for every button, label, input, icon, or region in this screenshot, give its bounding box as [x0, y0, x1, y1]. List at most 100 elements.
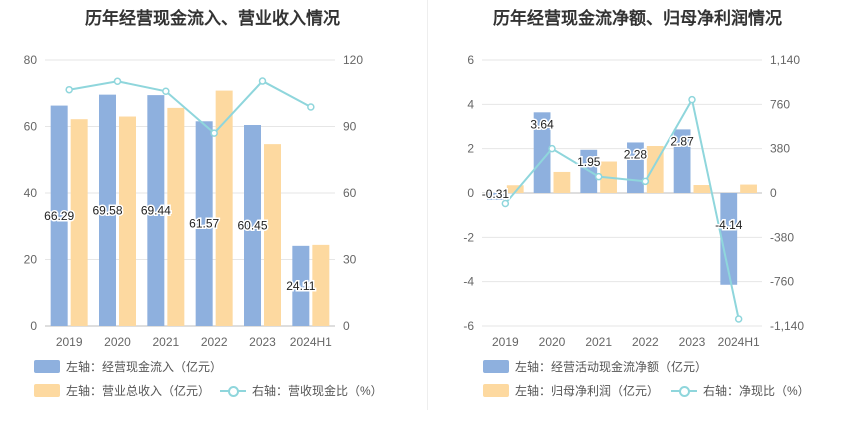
data-label: 2.87 [670, 134, 694, 148]
chart-panel-left: 历年经营现金流入、营业收入情况 0 20 40 60 80 0 30 60 90 120 2019 2… [24, 9, 383, 399]
x-tick-label: 2022 [632, 335, 659, 349]
data-label: 2.28 [624, 147, 648, 161]
legend-label: 左轴：经营现金流入（亿元） [66, 360, 223, 374]
line-point [548, 144, 556, 153]
line-point [594, 172, 603, 181]
y-left-tick-label: 4 [467, 97, 474, 111]
bar-series-1 [50, 105, 68, 326]
legend-item-3[interactable]: 右轴：营收现金比（%） [220, 382, 383, 399]
line-series [68, 79, 312, 135]
bar-series-2 [119, 116, 136, 327]
y-left-tick-label: 0 [467, 186, 474, 200]
chart-panel-right: 历年经营现金流净额、归母净利润情况 -6 -4 -2 0 2 4 6 -1,140 -760 -3… [425, 0, 850, 437]
y-right-tick-label: 0 [343, 319, 350, 333]
y-right-tick-label: 90 [343, 120, 357, 134]
data-label: 3.64 [530, 117, 554, 131]
bar-series-1 [147, 95, 165, 326]
bar-series-1 [720, 193, 738, 285]
bar-series-1 [244, 125, 261, 326]
legend-item-2[interactable]: 左轴：归母净利润（亿元） [483, 382, 659, 399]
y-right-tick-label: 760 [770, 97, 790, 111]
x-tick-label: 2020 [539, 335, 566, 349]
y-left-tick-label: 20 [24, 253, 38, 267]
x-tick-label: 2021 [152, 335, 179, 349]
x-tick-label: 2021 [585, 335, 612, 349]
data-label: 24.11 [286, 279, 315, 293]
x-tick-label: 2019 [492, 335, 519, 349]
legend-item-3[interactable]: 右轴：净现比（%） [671, 382, 810, 399]
chart-plot-area: 0 20 40 60 80 0 30 60 90 120 2019 2020 2021 2022 2023 2… [24, 53, 364, 349]
bar-series-1 [195, 121, 213, 326]
data-label: 60.45 [237, 219, 267, 233]
legend-swatch-icon [34, 360, 60, 373]
panel-divider [427, 0, 428, 410]
data-label: -4.14 [715, 218, 743, 232]
bar-series-2 [693, 185, 711, 193]
y-right-tick-label: 60 [343, 186, 357, 200]
legend-item-1[interactable]: 左轴：经营活动现金流净额（亿元） [483, 358, 707, 375]
legend-item-2[interactable]: 左轴：营业总收入（亿元） [34, 382, 210, 399]
line-point [65, 85, 73, 94]
bar-series-2 [264, 144, 281, 326]
bar-series-2 [740, 184, 757, 193]
line-series [504, 96, 740, 320]
bar-series-2 [167, 107, 185, 326]
x-tick-label: 2019 [56, 335, 83, 349]
bar-series-1 [99, 94, 116, 326]
x-tick-label: 2023 [249, 335, 276, 349]
line-point [162, 87, 170, 96]
y-left-tick-label: 2 [467, 142, 474, 156]
data-label: 61.57 [189, 217, 219, 231]
bar-series-1 [673, 129, 691, 193]
data-label: 69.44 [141, 204, 171, 218]
y-left-tick-label: 0 [30, 319, 37, 333]
y-right-tick-label: 30 [343, 253, 357, 267]
line-point [734, 315, 743, 323]
y-left-tick-label: 80 [24, 53, 38, 67]
data-label: -0.31 [482, 187, 510, 201]
legend-swatch-icon [483, 384, 509, 397]
line-point [307, 103, 315, 111]
line-point [688, 95, 696, 104]
x-tick-label: 2024H1 [290, 335, 332, 349]
x-tick-label: 2022 [201, 335, 228, 349]
bar-series-2 [553, 171, 571, 193]
y-right-tick-label: 0 [770, 186, 777, 200]
line-point [501, 199, 510, 208]
bar-series-2 [70, 119, 88, 326]
bar-series-1 [292, 245, 310, 326]
y-right-tick-label: 1,140 [770, 53, 800, 67]
legend-label: 右轴：营收现金比（%） [252, 384, 383, 398]
line-point [113, 77, 122, 86]
x-tick-label: 2023 [679, 335, 706, 349]
line-point [210, 129, 218, 137]
chart-title: 历年经营现金流入、营业收入情况 [85, 9, 340, 28]
line-point [258, 77, 267, 85]
data-label: 1.95 [577, 155, 601, 169]
chart-title: 历年经营现金流净额、归母净利润情况 [493, 9, 782, 28]
legend-item-1[interactable]: 左轴：经营现金流入（亿元） [34, 358, 222, 375]
y-right-tick-label: -380 [770, 230, 794, 244]
line-point [641, 177, 650, 186]
y-left-tick-label: -2 [463, 230, 474, 244]
bar-series-2 [506, 185, 524, 193]
y-left-tick-label: 6 [467, 53, 474, 67]
legend-line-icon [220, 384, 246, 397]
x-tick-label: 2020 [104, 335, 131, 349]
legend-label: 左轴：归母净利润（亿元） [515, 384, 660, 398]
x-tick-label: 2024H1 [718, 335, 760, 349]
chart-plot-area: -6 -4 -2 0 2 4 6 -1,140 -760 -380 0 380 760 1,140 2019… [463, 53, 804, 349]
y-right-tick-label: -760 [770, 275, 794, 289]
bar-series-2 [312, 244, 330, 326]
bar-series-2 [215, 90, 233, 326]
legend-label: 右轴：净现比（%） [703, 384, 810, 398]
y-left-tick-label: 40 [24, 186, 38, 200]
y-right-tick-label: 120 [343, 53, 363, 67]
y-left-tick-label: -6 [463, 319, 474, 333]
y-right-tick-label: 380 [770, 142, 790, 156]
y-left-tick-label: -4 [463, 275, 474, 289]
legend-swatch-icon [483, 360, 509, 373]
y-right-tick-label: -1,140 [770, 319, 804, 333]
legend-swatch-icon [34, 384, 60, 397]
legend-label: 左轴：经营活动现金流净额（亿元） [515, 360, 708, 374]
